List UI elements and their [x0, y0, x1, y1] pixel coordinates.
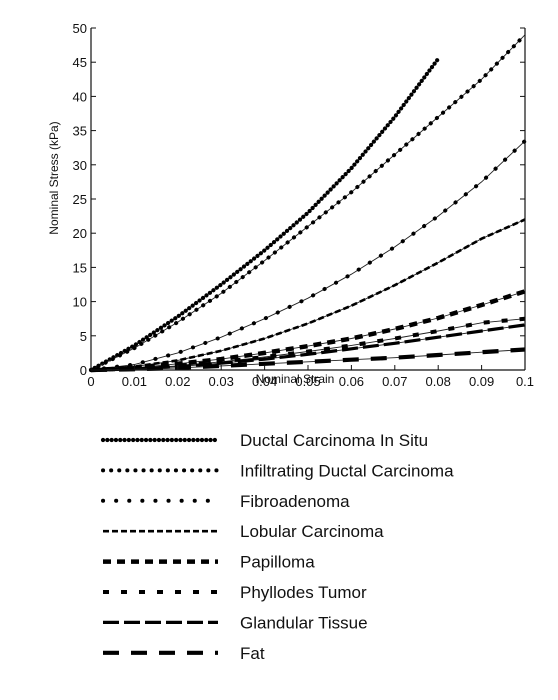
y-tick-label: 15	[73, 260, 87, 275]
series-line-lobular-carcinoma	[90, 218, 526, 372]
fit-curve-fibroadenoma	[90, 140, 526, 371]
x-tick-label: 0.02	[165, 374, 190, 389]
legend-label-fibroadenoma: Fibroadenoma	[240, 492, 350, 511]
legend-label-glandular-tissue: Glandular Tissue	[240, 613, 368, 632]
legend-label-lobular-carcinoma: Lobular Carcinoma	[240, 522, 384, 541]
series-line-glandular-tissue	[90, 323, 526, 372]
x-tick-label: 0.01	[122, 374, 147, 389]
x-axis-title: Nominal Strain	[256, 372, 335, 386]
y-tick-label: 20	[73, 226, 87, 241]
y-tick-label: 45	[73, 55, 87, 70]
x-tick-label: 0.09	[469, 374, 494, 389]
x-tick-label: 0.04	[252, 374, 277, 389]
x-tick-label: 0.08	[426, 374, 451, 389]
fit-curve-ductal-carcinoma-in-situ	[90, 58, 439, 371]
legend-label-papilloma: Papilloma	[240, 553, 315, 572]
x-tick-label: 0.1	[516, 374, 534, 389]
legend-label-ductal-carcinoma-in-situ: Ductal Carcinoma In Situ	[240, 431, 428, 450]
x-tick-label: 0	[87, 374, 94, 389]
legend-label-infiltrating-ductal-carcinoma: Infiltrating Ductal Carcinoma	[240, 461, 454, 480]
y-axis-title: Nominal Stress (kPa)	[47, 121, 61, 234]
y-tick-label: 50	[73, 21, 87, 36]
y-tick-label: 0	[80, 363, 87, 378]
legend-label-phyllodes-tumor: Phyllodes Tumor	[240, 583, 367, 602]
series-line-infiltrating-ductal-carcinoma	[89, 32, 527, 372]
fit-curve-lobular-carcinoma	[90, 219, 526, 371]
y-tick-label: 40	[73, 89, 87, 104]
y-tick-label: 30	[73, 158, 87, 173]
y-tick-label: 5	[80, 329, 87, 344]
x-tick-label: 0.07	[382, 374, 407, 389]
axes: 0 0.01 0.02 0.03 0.04 0.05 0.06 0.07 0.08 0.09 0.1…	[73, 21, 535, 389]
fit-curve-fat	[90, 349, 526, 371]
y-tick-label: 10	[73, 295, 87, 310]
x-tick-label: 0.03	[209, 374, 234, 389]
fit-curve-infiltrating-ductal-carcinoma	[90, 34, 526, 371]
legend: Ductal Carcinoma In Situ Infiltrating Duc…	[100, 431, 454, 663]
curves	[88, 32, 527, 373]
series-line-ductal-carcinoma-in-situ	[88, 56, 441, 373]
y-tick-label: 35	[73, 124, 87, 139]
y-tick-label: 25	[73, 192, 87, 207]
x-tick-label: 0.06	[339, 374, 364, 389]
legend-label-fat: Fat	[240, 644, 265, 663]
x-tick-label: 0.05	[295, 374, 320, 389]
